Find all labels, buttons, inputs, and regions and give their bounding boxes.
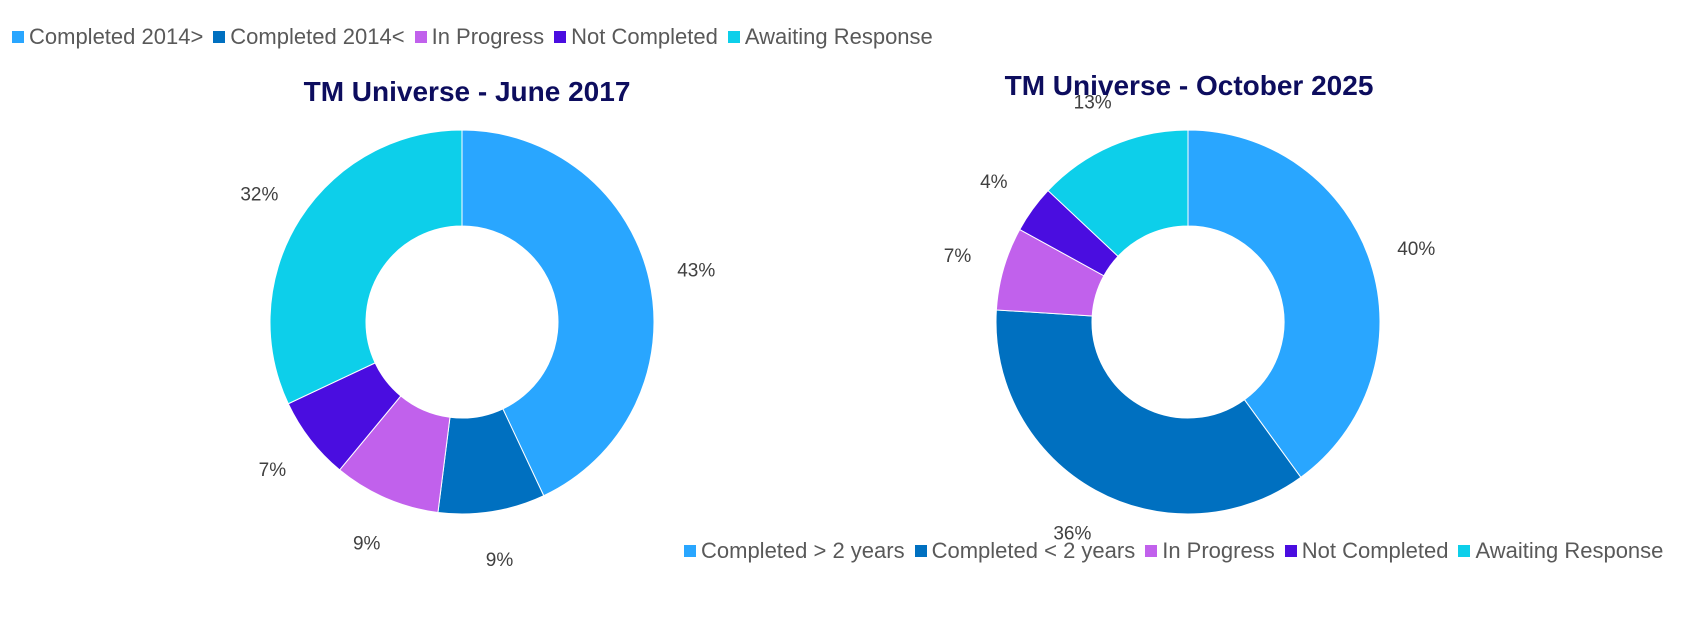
legend-label: In Progress (431, 24, 545, 49)
donut-slice-1-1 (995, 309, 1302, 515)
donut-october-2025: 40% 36% 7% 4% 13% (944, 93, 1436, 545)
legend-entry-1-4: Awaiting Response (1458, 538, 1663, 564)
legend-label: Awaiting Response (1475, 538, 1664, 563)
legend-entry-0-1: Completed 2014< (213, 24, 405, 50)
legend-label: Not Completed (1301, 538, 1449, 563)
data-label-1-0: 40% (1397, 239, 1435, 260)
legend-swatch (684, 545, 696, 557)
legend-entry-1-2: In Progress (1145, 538, 1275, 564)
legend-swatch (1145, 545, 1158, 557)
legend-label: In Progress (1162, 538, 1275, 563)
data-label-1-4: 13% (1074, 93, 1112, 114)
legend-entry-0-4: Awaiting Response (727, 24, 933, 50)
data-label-0-1: 9% (486, 550, 514, 571)
donut-slice-1-4 (1047, 129, 1189, 257)
data-label-1-1: 36% (1053, 523, 1091, 544)
legend-label: Completed 2014> (29, 24, 204, 49)
legend-swatch (1284, 545, 1297, 557)
data-label-0-0: 43% (677, 261, 715, 282)
legend-swatch (12, 31, 24, 43)
legend-entry-1-3: Not Completed (1284, 538, 1449, 564)
legend-label: Awaiting Response (744, 24, 933, 49)
legend-june-2017: Completed 2014> Completed 2014< In Progres… (12, 24, 943, 50)
legend-entry-0-0: Completed 2014> (12, 24, 203, 50)
data-label-0-4: 32% (240, 184, 278, 205)
data-label-1-2: 7% (944, 246, 972, 267)
legend-swatch (727, 31, 740, 43)
legend-label: Completed 2014< (230, 24, 405, 49)
legend-label: Completed < 2 years (931, 538, 1136, 563)
legend-october-2025: Completed > 2 years Completed < 2 years In… (684, 538, 1673, 564)
legend-swatch (414, 31, 427, 43)
data-label-0-2: 9% (353, 533, 381, 554)
legend-swatch (1458, 545, 1471, 557)
legend-entry-1-1: Completed < 2 years (914, 538, 1136, 564)
legend-swatch (213, 31, 226, 43)
legend-entry-0-3: Not Completed (554, 24, 718, 50)
data-label-0-3: 7% (259, 460, 287, 481)
legend-swatch (554, 31, 567, 43)
donut-slice-0-0 (461, 129, 655, 497)
legend-swatch (914, 545, 927, 557)
donut-slice-0-4 (269, 129, 463, 405)
chart-title-october-2025: TM Universe - October 2025 (1004, 70, 1374, 101)
donut-slice-1-0 (1187, 129, 1381, 479)
data-label-1-3: 4% (980, 172, 1008, 193)
legend-entry-1-0: Completed > 2 years (684, 538, 905, 564)
legend-label: Completed > 2 years (701, 538, 905, 563)
chart-title-june-2017: TM Universe - June 2017 (303, 76, 631, 107)
legend-entry-0-2: In Progress (414, 24, 545, 50)
legend-label: Not Completed (571, 24, 718, 49)
donut-june-2017: 43% 9% 9% 7% 32% (240, 129, 715, 571)
